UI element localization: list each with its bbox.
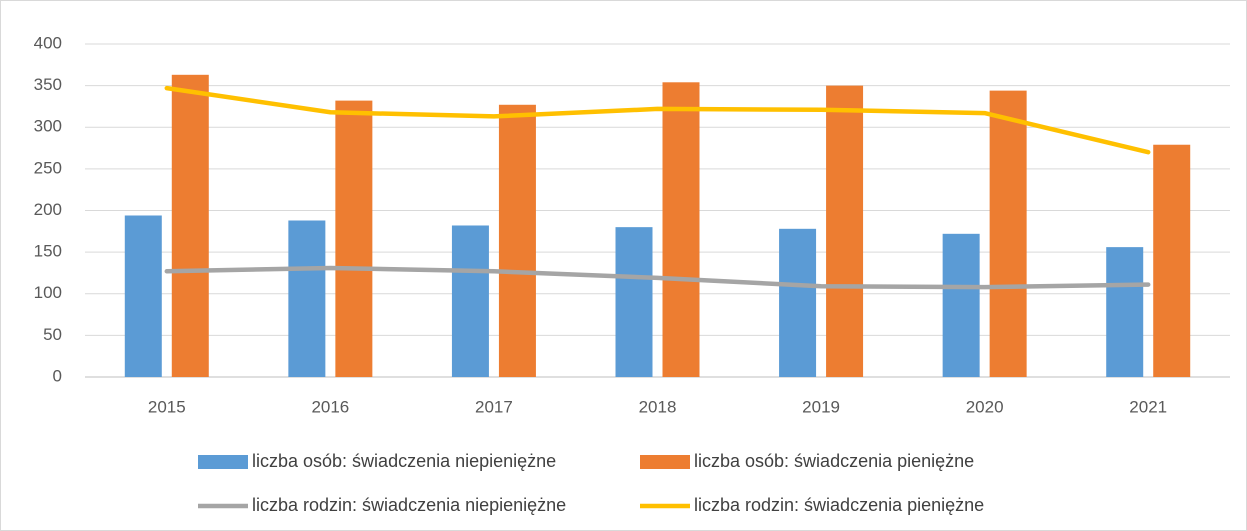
x-tick-label: 2021	[1129, 397, 1167, 416]
line	[164, 85, 1151, 155]
bar	[124, 215, 162, 377]
legend-swatch	[640, 455, 690, 469]
y-tick-label: 400	[34, 33, 62, 52]
y-tick-label: 250	[34, 158, 62, 177]
bar	[779, 228, 817, 377]
bar	[171, 74, 209, 378]
x-tick-label: 2016	[311, 397, 349, 416]
bar	[942, 233, 980, 377]
y-tick-label: 300	[34, 117, 62, 136]
legend-label: liczba rodzin: świadczenia niepieniężne	[252, 495, 566, 515]
bar	[989, 90, 1027, 378]
legend-label: liczba rodzin: świadczenia pieniężne	[694, 495, 984, 515]
y-tick-label: 0	[53, 366, 62, 385]
bar	[615, 227, 653, 377]
bar	[826, 85, 864, 377]
bar	[1106, 247, 1144, 377]
bar	[662, 82, 700, 378]
legend-label: liczba osób: świadczenia pieniężne	[694, 451, 974, 471]
bar	[288, 220, 326, 377]
bar	[451, 225, 489, 377]
x-tick-label: 2019	[802, 397, 840, 416]
y-tick-label: 50	[43, 325, 62, 344]
line	[164, 265, 1151, 290]
bar	[1153, 144, 1191, 377]
legend-swatch	[198, 455, 248, 469]
legend-label: liczba osób: świadczenia niepieniężne	[252, 451, 556, 471]
x-tick-label: 2020	[966, 397, 1004, 416]
y-tick-label: 150	[34, 242, 62, 261]
y-tick-label: 350	[34, 75, 62, 94]
x-tick-label: 2015	[148, 397, 186, 416]
y-tick-label: 200	[34, 200, 62, 219]
bar	[498, 104, 536, 378]
y-tick-label: 100	[34, 283, 62, 302]
bar	[335, 100, 373, 378]
x-tick-label: 2017	[475, 397, 513, 416]
x-tick-label: 2018	[639, 397, 677, 416]
